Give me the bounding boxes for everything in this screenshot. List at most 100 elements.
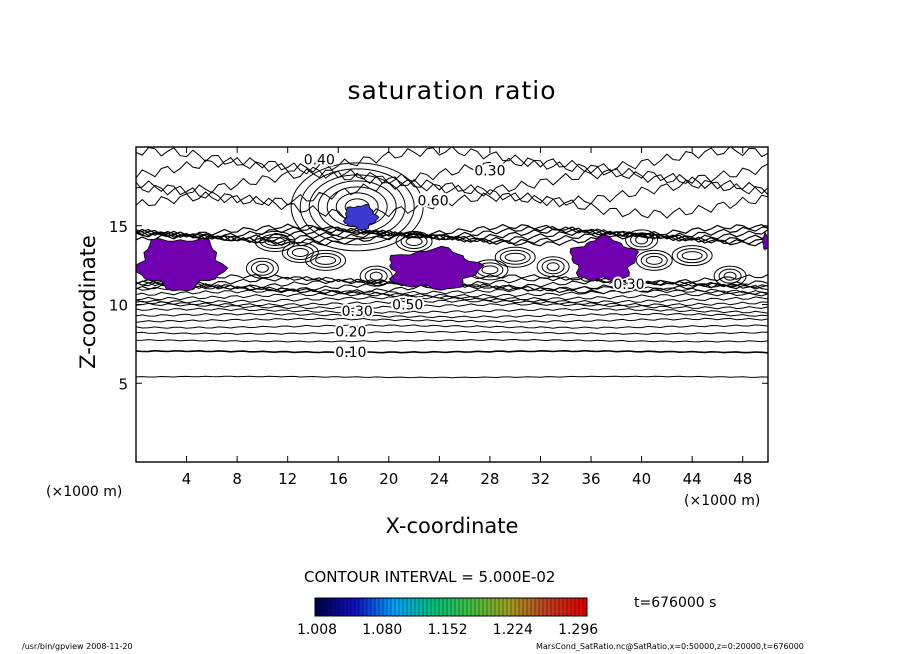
colorbar-segment [539,598,544,616]
y-tick-label: 5 [118,375,128,393]
colorbar-segment [339,598,344,616]
colorbar-segment [519,598,524,616]
colorbar-segment [451,598,456,616]
colorbar-segment [571,598,576,616]
contour-line [671,245,713,267]
contour-line [308,174,406,240]
colorbar-segment [575,598,580,616]
contour-line [136,324,768,329]
supersaturated-region [388,245,485,291]
colorbar-segment [491,598,496,616]
contour-line [546,262,560,272]
contour-label: 0.50 [392,298,423,314]
colorbar-segment [475,598,480,616]
colorbar-segment [419,598,424,616]
contour-line [136,349,768,354]
footer-left: /usr/bin/gpview 2008-11-20 [22,642,133,651]
x-tick-label: 32 [531,470,550,488]
colorbar-segment [347,598,352,616]
contour-line [136,147,768,174]
contour-line [504,252,526,262]
colorbar-segment [359,598,364,616]
x-tick-label: 28 [480,470,499,488]
contour-line [136,223,768,238]
colorbar-segment [503,598,508,616]
contour-line [136,178,768,207]
contour-line [299,168,415,246]
contour-line [676,248,708,264]
y-tick-label: 15 [109,218,128,236]
supersaturated-region [342,203,380,231]
colorbar-segment [459,598,464,616]
colorbar-segment [567,598,572,616]
x-tick-label: 36 [581,470,600,488]
contour-line [315,255,337,265]
contour-line [136,225,768,240]
x-tick-label: 16 [329,470,348,488]
colorbar-segment [383,598,388,616]
contour-line [317,180,397,234]
colorbar-segment [471,598,476,616]
contour-label: 0.10 [335,345,366,361]
colorbar-segment [363,598,368,616]
contour-line [255,263,269,273]
contour-line [136,307,768,314]
contour-line [264,237,286,246]
contour-line [630,232,654,248]
supersaturated-region [569,233,640,282]
contour-line [536,256,570,278]
contour-line [136,191,768,219]
y-tick-label: 10 [109,297,128,315]
colorbar-tick-label: 1.008 [297,622,337,638]
y-axis-label: Z-coordinate [76,235,100,369]
contour-line [369,271,383,281]
contour-line [259,234,291,249]
colorbar-segment [579,598,584,616]
x-tick-label: 4 [182,470,192,488]
contour-line [635,235,649,245]
y-axis-unit: (×1000 m) [46,484,123,500]
x-tick-label: 20 [379,470,398,488]
x-tick-label: 40 [632,470,651,488]
colorbar-segment [499,598,504,616]
colorbar-segment [335,598,340,616]
contour-line [718,268,742,284]
contour-label: 0.30 [342,304,373,320]
colorbar-segment [327,598,332,616]
colorbar-segment [483,598,488,616]
colorbar-tick-label: 1.080 [362,622,402,638]
x-tick-label: 8 [232,470,242,488]
colorbar-segment [379,598,384,616]
colorbar-segment [387,598,392,616]
contour-line [250,260,274,276]
colorbar-segment [371,598,376,616]
contour-line [499,249,531,265]
contour-label: 0.60 [417,194,448,210]
colorbar-segment [455,598,460,616]
contour-line [681,251,703,261]
contour-line [310,252,342,268]
colorbar-segment [431,598,436,616]
contour-line [291,248,309,258]
colorbar-segment [551,598,556,616]
colorbar-tick-label: 1.152 [428,622,468,638]
x-tick-label: 24 [430,470,449,488]
supersaturated-region [136,238,229,292]
contour-line [541,259,565,275]
colorbar-segment [559,598,564,616]
supersaturated-region [762,231,768,251]
contour-line [136,330,768,335]
colorbar-segment [531,598,536,616]
colorbar-segment [515,598,520,616]
contour-line [640,252,668,268]
contour-line [136,338,768,343]
contour-line [136,157,768,185]
time-label: t=676000 s [634,595,717,611]
x-tick-label: 48 [733,470,752,488]
contour-line [254,231,296,252]
colorbar-segment [319,598,324,616]
x-axis-label: X-coordinate [385,514,519,538]
contour-label: 0.30 [474,164,505,180]
colorbar-segment [439,598,444,616]
contour-line [136,375,768,379]
